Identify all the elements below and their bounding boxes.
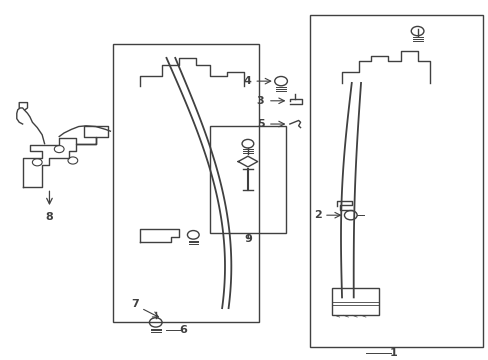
- Text: 7: 7: [131, 299, 139, 309]
- Text: 4: 4: [244, 76, 251, 86]
- Text: 1: 1: [388, 348, 396, 358]
- Bar: [331, 288, 378, 315]
- Text: 8: 8: [45, 212, 53, 222]
- Text: 2: 2: [313, 210, 321, 220]
- Text: 5: 5: [256, 119, 264, 129]
- Text: 3: 3: [256, 96, 264, 106]
- Bar: [310, 15, 483, 347]
- Bar: [210, 126, 285, 233]
- Text: 9: 9: [244, 234, 251, 244]
- Bar: [113, 44, 259, 323]
- Text: 6: 6: [179, 325, 187, 335]
